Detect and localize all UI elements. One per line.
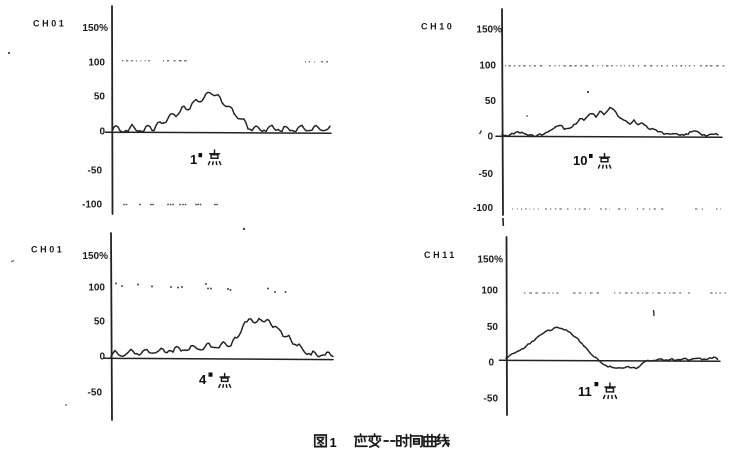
svg-text:4: 4 <box>199 372 207 387</box>
svg-text:50: 50 <box>485 96 497 107</box>
svg-text:0: 0 <box>488 358 494 369</box>
svg-text:-50: -50 <box>88 388 103 399</box>
svg-text:150%: 150% <box>82 23 108 34</box>
svg-text:100: 100 <box>479 61 496 72</box>
svg-text:100: 100 <box>88 58 105 69</box>
svg-text:0: 0 <box>99 352 105 363</box>
svg-text:150%: 150% <box>477 255 503 266</box>
svg-text:-100: -100 <box>473 203 493 214</box>
svg-text:-50: -50 <box>484 394 499 405</box>
svg-text:150%: 150% <box>82 251 108 262</box>
svg-text:100: 100 <box>88 283 105 294</box>
svg-text:150%: 150% <box>476 25 502 36</box>
svg-text:50: 50 <box>487 322 499 333</box>
svg-text:1: 1 <box>330 435 337 450</box>
svg-text:10: 10 <box>573 153 587 168</box>
svg-text:11: 11 <box>578 384 592 399</box>
svg-text:CH01: CH01 <box>31 245 64 255</box>
svg-text:CH10: CH10 <box>421 22 454 32</box>
svg-text:CH01: CH01 <box>33 19 66 29</box>
svg-text:-50: -50 <box>88 166 103 177</box>
svg-text:0: 0 <box>487 132 493 143</box>
svg-text:50: 50 <box>94 317 106 328</box>
svg-text:50: 50 <box>94 92 106 103</box>
svg-text:1: 1 <box>190 152 197 167</box>
svg-text:-100: -100 <box>82 200 102 211</box>
svg-text:0: 0 <box>99 127 105 138</box>
svg-text:-50: -50 <box>479 169 494 180</box>
svg-text:100: 100 <box>481 286 498 297</box>
svg-text:CH11: CH11 <box>424 250 457 260</box>
